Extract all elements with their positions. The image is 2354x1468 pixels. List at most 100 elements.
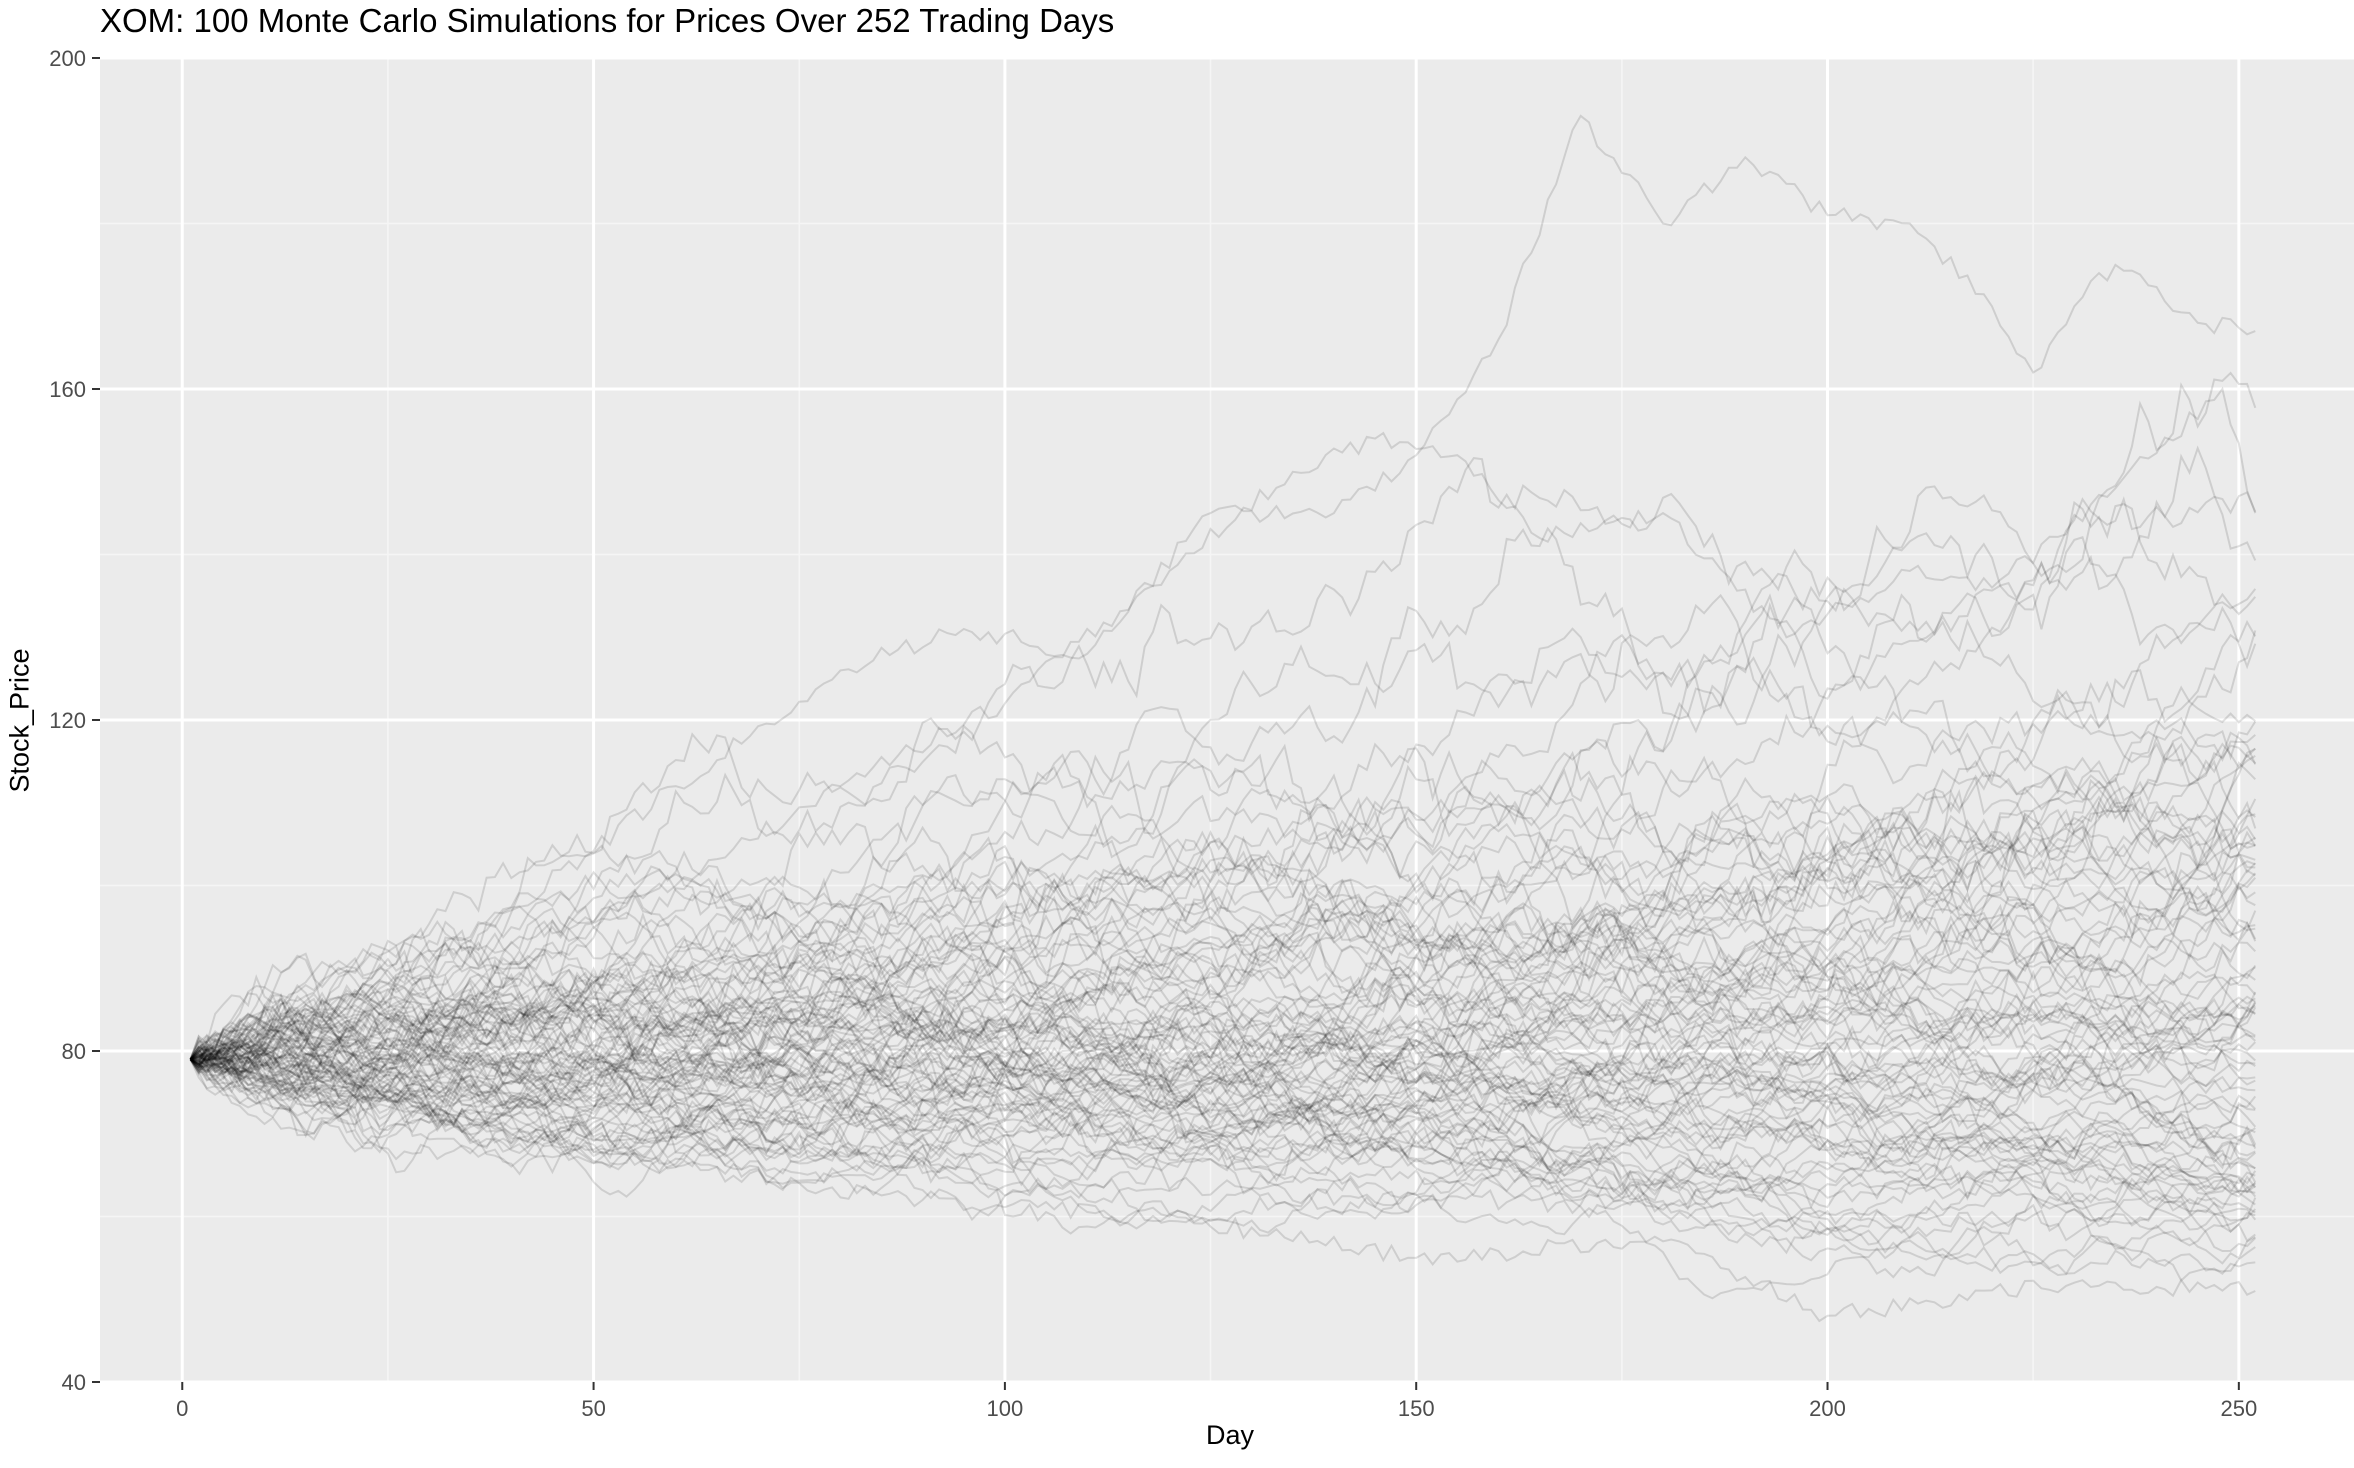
simulation-path — [190, 970, 2257, 1201]
simulation-path — [189, 899, 2256, 1132]
simulation-path — [190, 761, 2257, 1097]
x-tick-label: 150 — [1398, 1396, 1435, 1421]
simulation-path — [189, 877, 2256, 1115]
simulation-path — [189, 1031, 2256, 1216]
simulation-path — [190, 1004, 2256, 1183]
simulation-path — [189, 868, 2257, 1115]
simulation-path — [190, 1033, 2257, 1157]
simulation-path — [190, 978, 2256, 1170]
simulation-path — [190, 830, 2257, 1114]
simulation-path — [189, 954, 2257, 1154]
simulation-path — [190, 1002, 2256, 1211]
simulation-path — [189, 1036, 2256, 1222]
simulation-path — [189, 936, 2256, 1131]
simulation-path — [190, 923, 2256, 1091]
highlighted-path — [189, 386, 2257, 1067]
chart-title: XOM: 100 Monte Carlo Simulations for Pri… — [100, 2, 1115, 39]
y-tick-label: 200 — [49, 46, 86, 71]
simulation-path — [189, 572, 2256, 1061]
simulation-path — [189, 814, 2257, 1061]
simulation-path — [189, 1053, 2257, 1277]
x-axis-ticks: 0 50 100 150 200 250 — [176, 1382, 2257, 1421]
simulation-path — [190, 630, 2257, 1139]
simulation-path — [189, 814, 2256, 1071]
simulation-path — [189, 756, 2256, 1081]
simulation-path — [190, 976, 2256, 1124]
simulation-path — [189, 926, 2256, 1128]
simulation-path — [190, 975, 2257, 1144]
simulation-path — [189, 1053, 2256, 1194]
simulation-path — [189, 1000, 2257, 1165]
simulation-path — [189, 919, 2256, 1086]
simulation-path — [190, 656, 2256, 1115]
simulation-path — [189, 780, 2256, 1142]
simulation-path — [190, 828, 2257, 1121]
simulation-path — [189, 716, 2256, 1166]
simulation-path — [190, 731, 2257, 1069]
simulation-path — [190, 1047, 2257, 1259]
simulation-path — [189, 941, 2257, 1155]
simulation-path — [189, 536, 2257, 1060]
highlighted-path — [189, 1058, 2256, 1323]
simulation-path — [189, 685, 2256, 1081]
y-axis-ticks: 40 80 120 160 200 — [49, 46, 100, 1395]
simulation-path — [189, 969, 2256, 1155]
simulation-path — [189, 1058, 2256, 1243]
simulation-path — [190, 1051, 2256, 1222]
simulation-path — [190, 1049, 2257, 1300]
y-tick-label: 40 — [62, 1370, 86, 1395]
x-tick-label: 50 — [581, 1396, 605, 1421]
simulation-path — [189, 445, 2257, 1061]
simulation-path — [189, 1046, 2257, 1194]
simulation-path — [190, 949, 2256, 1125]
simulation-path — [189, 1001, 2257, 1176]
simulation-path — [189, 809, 2256, 1141]
simulation-path — [189, 1016, 2256, 1234]
simulation-path — [190, 742, 2257, 1115]
simulation-path — [189, 877, 2257, 1163]
simulation-path — [189, 911, 2256, 1104]
simulation-path — [190, 940, 2257, 1168]
simulation-path — [189, 878, 2256, 1086]
simulation-path — [190, 747, 2257, 1112]
simulation-path — [189, 825, 2257, 1067]
simulation-path — [190, 1009, 2256, 1167]
simulation-path — [189, 996, 2256, 1170]
simulation-path — [190, 730, 2257, 1088]
simulation-path — [190, 994, 2257, 1209]
simulation-path — [189, 1053, 2256, 1276]
simulation-path — [189, 1004, 2256, 1187]
major-gridlines — [100, 56, 2354, 1384]
simulation-path — [189, 968, 2256, 1164]
simulation-path — [189, 934, 2256, 1096]
simulation-path — [189, 932, 2257, 1150]
simulation-path — [189, 926, 2257, 1279]
simulation-path — [190, 1045, 2256, 1171]
highlighted-paths — [189, 114, 2257, 1323]
simulation-path — [189, 720, 2257, 1109]
simulation-path — [189, 841, 2256, 1131]
simulation-path — [189, 787, 2257, 1101]
simulation-path — [189, 593, 2257, 1060]
simulation-path — [190, 809, 2256, 1061]
simulation-path — [189, 935, 2257, 1077]
simulation-path — [189, 869, 2256, 1101]
y-tick-label: 120 — [49, 708, 86, 733]
simulation-path — [190, 982, 2257, 1236]
x-tick-label: 250 — [2220, 1396, 2257, 1421]
simulation-path — [189, 457, 2257, 1060]
simulation-path — [189, 894, 2256, 1095]
simulation-path — [189, 1042, 2256, 1265]
x-tick-label: 100 — [987, 1396, 1024, 1421]
x-tick-label: 200 — [1809, 1396, 1846, 1421]
simulation-path — [189, 753, 2256, 1069]
simulation-path — [190, 1002, 2256, 1233]
simulation-path — [189, 882, 2256, 1122]
simulation-path — [189, 770, 2257, 1102]
simulation-path — [190, 1052, 2256, 1246]
simulation-path — [189, 851, 2256, 1060]
simulation-path — [190, 943, 2257, 1192]
simulation-path — [190, 992, 2256, 1148]
y-tick-label: 80 — [62, 1039, 86, 1064]
